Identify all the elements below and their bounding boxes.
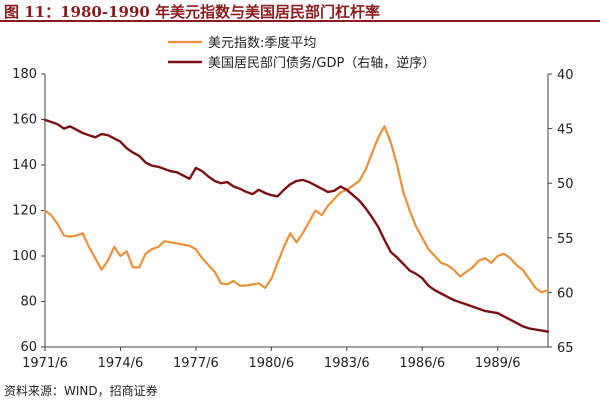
series-line-1 [43,125,550,294]
x-tick-label: 1977/6 [173,356,219,371]
x-tick-label: 1980/6 [248,356,294,371]
legend-label-2: 美国居民部门债务/GDP（右轴，逆序） [208,55,435,71]
x-tick-label: 1989/6 [475,356,521,371]
title-divider [0,20,600,22]
left-y-tick-label: 60 [20,340,37,355]
x-tick-label: 1983/6 [324,356,370,371]
right-y-tick-label: 65 [557,341,574,356]
left-y-tick-label: 160 [12,113,37,128]
right-y-tick-label: 45 [557,123,574,138]
series-line-2 [43,118,550,333]
line-chart: 60 80 100 120 140 160 180 40 45 50 55 60 65 1971/6 197… [12,35,574,371]
chart-title: 图 11：1980-1990 年美元指数与美国居民部门杠杆率 [4,3,381,21]
right-y-tick-label: 40 [557,68,574,83]
legend-label-1: 美元指数:季度平均 [208,35,316,51]
x-tick-label: 1971/6 [22,356,68,371]
left-y-tick-label: 180 [12,67,37,82]
x-tick-label: 1974/6 [98,356,144,371]
right-y-tick-label: 60 [557,286,574,301]
left-y-tick-label: 140 [12,158,37,173]
left-y-tick-label: 120 [12,204,37,219]
left-y-tick-label: 80 [20,295,37,310]
right-y-tick-label: 55 [557,232,574,247]
x-tick-label: 1986/6 [399,356,445,371]
right-y-tick-label: 50 [557,177,574,192]
left-y-tick-label: 100 [12,249,37,264]
chart-source: 资料来源：WIND，招商证券 [4,384,158,398]
